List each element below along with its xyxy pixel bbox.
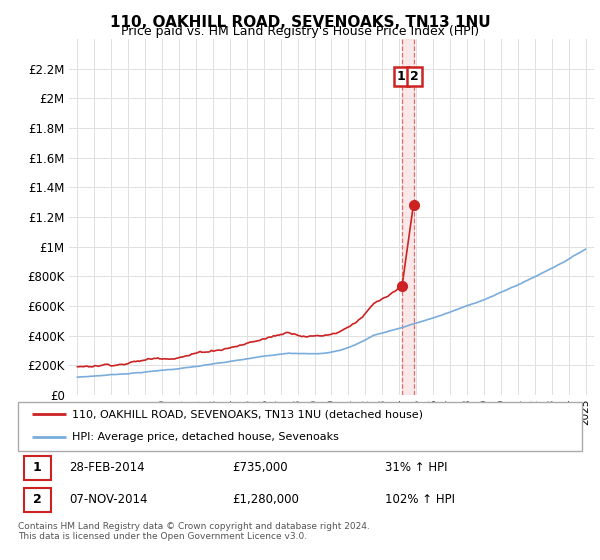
Bar <box>23 488 51 512</box>
Text: 2: 2 <box>33 493 41 506</box>
Text: 2: 2 <box>410 70 419 83</box>
Bar <box>402 39 413 395</box>
Text: 07-NOV-2014: 07-NOV-2014 <box>69 493 147 506</box>
Bar <box>23 455 51 480</box>
Text: 28-FEB-2014: 28-FEB-2014 <box>69 461 145 474</box>
Text: Price paid vs. HM Land Registry's House Price Index (HPI): Price paid vs. HM Land Registry's House … <box>121 25 479 38</box>
Text: £735,000: £735,000 <box>232 461 288 474</box>
Text: £1,280,000: £1,280,000 <box>232 493 299 506</box>
Text: 1: 1 <box>33 461 41 474</box>
Text: 110, OAKHILL ROAD, SEVENOAKS, TN13 1NU (detached house): 110, OAKHILL ROAD, SEVENOAKS, TN13 1NU (… <box>71 409 422 419</box>
Text: HPI: Average price, detached house, Sevenoaks: HPI: Average price, detached house, Seve… <box>71 432 338 442</box>
Text: 31% ↑ HPI: 31% ↑ HPI <box>385 461 447 474</box>
Text: 102% ↑ HPI: 102% ↑ HPI <box>385 493 455 506</box>
Text: Contains HM Land Registry data © Crown copyright and database right 2024.
This d: Contains HM Land Registry data © Crown c… <box>18 522 370 542</box>
Text: 110, OAKHILL ROAD, SEVENOAKS, TN13 1NU: 110, OAKHILL ROAD, SEVENOAKS, TN13 1NU <box>110 15 490 30</box>
Text: 1: 1 <box>397 70 406 83</box>
